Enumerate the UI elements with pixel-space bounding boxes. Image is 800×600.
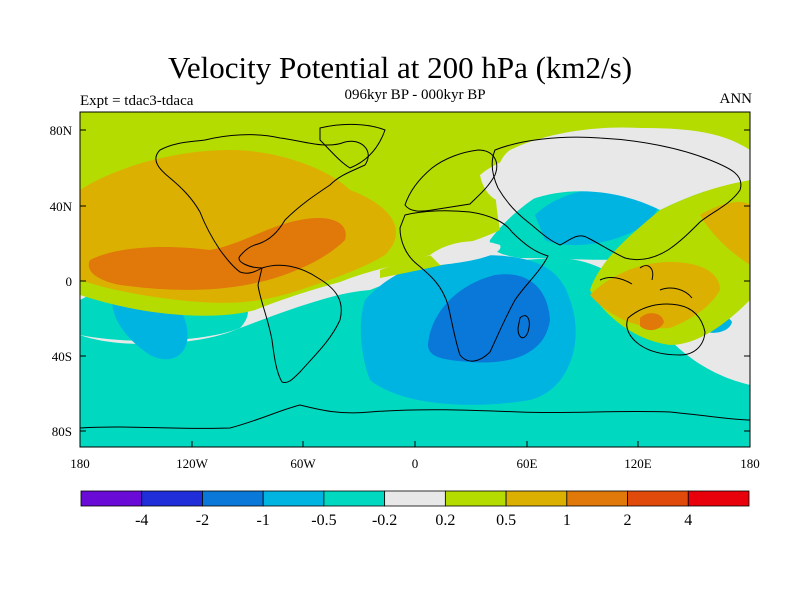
lat-label-80s: 80S — [52, 424, 72, 439]
colorbar-tick-label: -0.2 — [372, 512, 397, 529]
lon-label-60w: 60W — [290, 456, 316, 471]
colorbar-labels: -4 -2 -1 -0.5 -0.2 0.2 0.5 1 2 4 — [135, 512, 692, 529]
colorbar-swatch — [384, 490, 446, 507]
lat-ticks — [80, 129, 750, 432]
africa-outline — [399, 210, 549, 362]
colorbar-swatch — [202, 490, 264, 507]
colorbar-swatch — [566, 490, 628, 507]
lon-ticks — [79, 441, 751, 447]
lon-label-120e: 120E — [624, 456, 652, 471]
lon-label-180w: 180 — [70, 456, 90, 471]
contour-asia-mid-negative — [535, 187, 658, 246]
australia-outline — [626, 303, 706, 356]
colorbar — [80, 490, 750, 507]
colorbar-swatch — [80, 490, 143, 507]
colorbar-swatch — [444, 490, 507, 507]
colorbar-tick-label: 4 — [684, 512, 692, 529]
map-subtitle: 096kyr BP - 000kyr BP — [344, 87, 486, 103]
south-america-outline — [257, 264, 342, 383]
contour-japan-positive-mid — [700, 202, 750, 265]
colorbar-swatch — [627, 490, 689, 507]
lat-label-80n: 80N — [50, 123, 73, 138]
colorbar-swatch — [141, 490, 203, 507]
lon-label-180e: 180 — [740, 456, 760, 471]
contour-indonesia-positive-mid — [590, 262, 720, 329]
north-america-outline — [155, 134, 369, 274]
colorbar-swatch — [687, 490, 750, 507]
contour-atlantic-zero — [430, 241, 501, 265]
lat-label-0: 0 — [66, 274, 73, 289]
asia-outline — [491, 136, 742, 261]
colorbar-tick-label: 1 — [563, 512, 571, 529]
colorbar-tick-label: -1 — [257, 512, 270, 529]
colorbar-tick-label: -0.5 — [311, 512, 336, 529]
colorbar-tick-label: -2 — [196, 512, 209, 529]
colorbar-tick-label: -4 — [135, 512, 148, 529]
colorbar-swatch — [323, 490, 386, 507]
map-title: Velocity Potential at 200 hPa (km2/s) — [167, 50, 633, 85]
colorbar-swatch — [262, 490, 325, 507]
experiment-label: Expt = tdac3-tdaca — [80, 93, 194, 109]
madagascar-outline — [517, 315, 530, 339]
season-label: ANN — [719, 91, 753, 107]
contour-africa-strong-negative — [428, 274, 550, 363]
coastline-layer — [80, 123, 750, 429]
colorbar-tick-label: 0.5 — [496, 512, 516, 529]
greenland-outline — [319, 123, 386, 169]
lat-label-40s: 40S — [52, 349, 72, 364]
lon-label-120w: 120W — [176, 456, 209, 471]
antarctica-outline — [80, 404, 750, 429]
europe-outline — [404, 149, 498, 212]
colorbar-tick-label: 0.2 — [435, 512, 455, 529]
maritime-continent-outline — [599, 265, 693, 299]
contour-fill-layer — [80, 112, 750, 447]
lat-label-40n: 40N — [50, 199, 73, 214]
lon-label-0: 0 — [412, 456, 419, 471]
colorbar-tick-label: 2 — [624, 512, 632, 529]
lon-label-60e: 60E — [517, 456, 538, 471]
colorbar-swatch — [505, 490, 568, 507]
contour-indonesia-strong-positive — [640, 313, 664, 331]
contour-atlantic-strong-positive — [88, 218, 346, 290]
contour-siberia-zero — [480, 141, 750, 210]
